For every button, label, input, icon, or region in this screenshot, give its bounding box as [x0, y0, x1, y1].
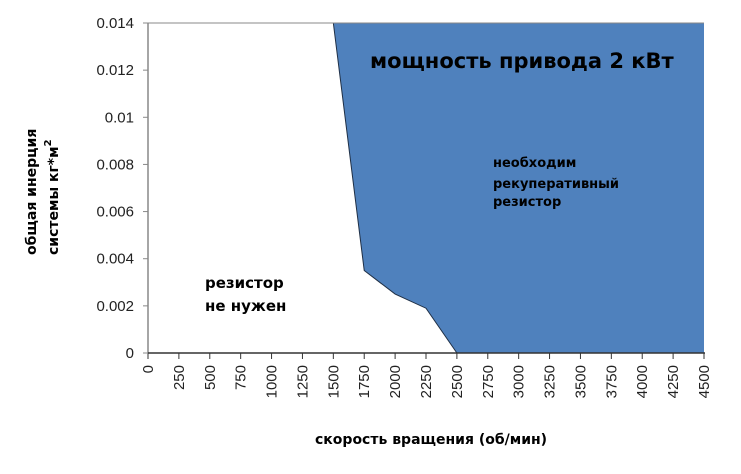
boundary-line [332, 22, 458, 354]
y-tick-label: 0 [126, 345, 134, 362]
empty-region-label-2: не нужен [205, 297, 286, 315]
x-tick-label: 4250 [665, 365, 682, 398]
chart-title: мощность привода 2 кВт [370, 49, 675, 73]
x-tick-label: 4500 [696, 365, 713, 398]
x-tick-label: 1500 [325, 365, 342, 398]
x-tick-label: 250 [171, 365, 188, 390]
y-tick-label: 0.006 [96, 204, 134, 221]
y-axis-label-line1: общая инерция [24, 129, 40, 255]
x-tick-label: 2250 [418, 365, 435, 398]
y-axis-label-superscript: 2 [43, 139, 54, 146]
y-tick-label: 0.014 [96, 15, 134, 32]
x-tick-label: 1000 [264, 365, 281, 398]
filled-region-label-2: рекуперативный [493, 177, 619, 192]
x-tick-label: 2000 [387, 365, 404, 398]
x-tick-label: 0 [140, 365, 157, 373]
x-tick-label: 500 [202, 365, 219, 390]
filled-area [333, 23, 704, 353]
y-tick-label: 0.01 [105, 109, 134, 126]
x-tick-label: 750 [233, 365, 250, 390]
filled-region-label-3: резистор [493, 195, 561, 210]
x-tick-label: 1750 [356, 365, 373, 398]
x-axis-label: скорость вращения (об/мин) [315, 432, 547, 448]
x-tick-label: 3500 [572, 365, 589, 398]
x-tick-label: 3250 [542, 365, 559, 398]
x-tick-label: 3750 [603, 365, 620, 398]
y-axis-label-text: системы кг*м [46, 146, 62, 255]
x-tick-label: 2750 [480, 365, 497, 398]
y-tick-label: 0.012 [96, 62, 134, 79]
y-tick-label: 0.008 [96, 156, 134, 173]
x-tick-label: 2500 [449, 365, 466, 398]
x-tick-label: 4000 [634, 365, 651, 398]
empty-region-label-1: резистор [205, 274, 284, 292]
y-axis-label-line2: системы кг*м2 [43, 139, 62, 255]
y-tick-label: 0.004 [96, 251, 134, 268]
x-tick-label: 3000 [511, 365, 528, 398]
x-tick-label: 1250 [294, 365, 311, 398]
y-tick-label: 0.002 [96, 298, 134, 315]
filled-region-label-1: необходим [493, 156, 576, 171]
